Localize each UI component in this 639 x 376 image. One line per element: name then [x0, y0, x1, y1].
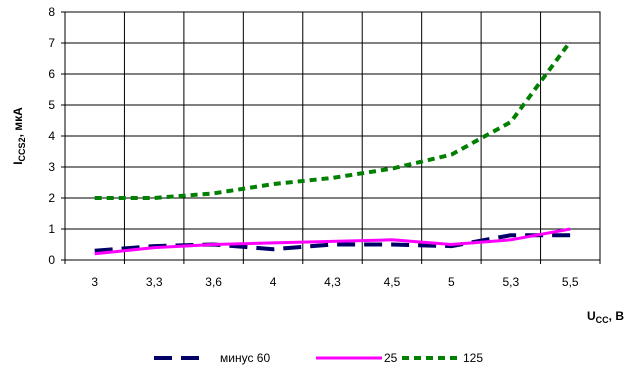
- y-tick-label: 8: [48, 5, 55, 19]
- x-tick-label: 5: [448, 275, 455, 289]
- legend-label: минус 60: [220, 351, 270, 365]
- y-axis-title: ICCS2, мкА: [11, 107, 27, 165]
- x-axis-tick-labels: 3 3,3 3,6 4 4,3 4,5 5 5,3 5,5: [64, 260, 601, 289]
- legend: минус 60 25 125: [154, 351, 483, 365]
- y-axis-title-main: I: [11, 161, 25, 164]
- x-tick-label: 5,3: [502, 275, 519, 289]
- y-tick-label: 4: [48, 129, 55, 143]
- x-tick-label: 3: [91, 275, 98, 289]
- x-tick-label: 5,5: [562, 275, 579, 289]
- y-tick-label: 3: [48, 160, 55, 174]
- legend-label: 125: [463, 351, 483, 365]
- x-tick-label: 4,5: [384, 275, 401, 289]
- x-axis-title: UCC, В: [587, 309, 624, 325]
- y-tick-label: 0: [48, 253, 55, 267]
- x-axis-title-subscript: CC: [596, 315, 609, 325]
- legend-item-1: 25: [316, 351, 398, 365]
- legend-label: 25: [384, 351, 398, 365]
- x-tick-label: 3,6: [205, 275, 222, 289]
- legend-item-0: минус 60: [154, 351, 270, 365]
- y-axis-title-rest: , мкА: [11, 107, 25, 138]
- grid: [65, 11, 600, 261]
- y-tick-label: 6: [48, 67, 55, 81]
- y-tick-label: 2: [48, 191, 55, 205]
- x-axis-title-rest: , В: [609, 309, 625, 323]
- y-axis-tick-labels: 0 1 2 3 4 5 6 7 8: [48, 5, 65, 267]
- x-tick-label: 3,3: [146, 275, 163, 289]
- series-1: [94, 227, 571, 256]
- x-tick-label: 4: [270, 275, 277, 289]
- legend-item-2: 125: [402, 351, 483, 365]
- x-axis-title-main: U: [587, 309, 596, 323]
- x-tick-label: 4,3: [324, 275, 341, 289]
- y-tick-label: 7: [48, 36, 55, 50]
- series-line: [94, 227, 571, 256]
- series-lines: [94, 40, 572, 256]
- y-tick-label: 5: [48, 98, 55, 112]
- y-tick-label: 1: [48, 222, 55, 236]
- y-axis-title-subscript: CCS2: [17, 137, 27, 161]
